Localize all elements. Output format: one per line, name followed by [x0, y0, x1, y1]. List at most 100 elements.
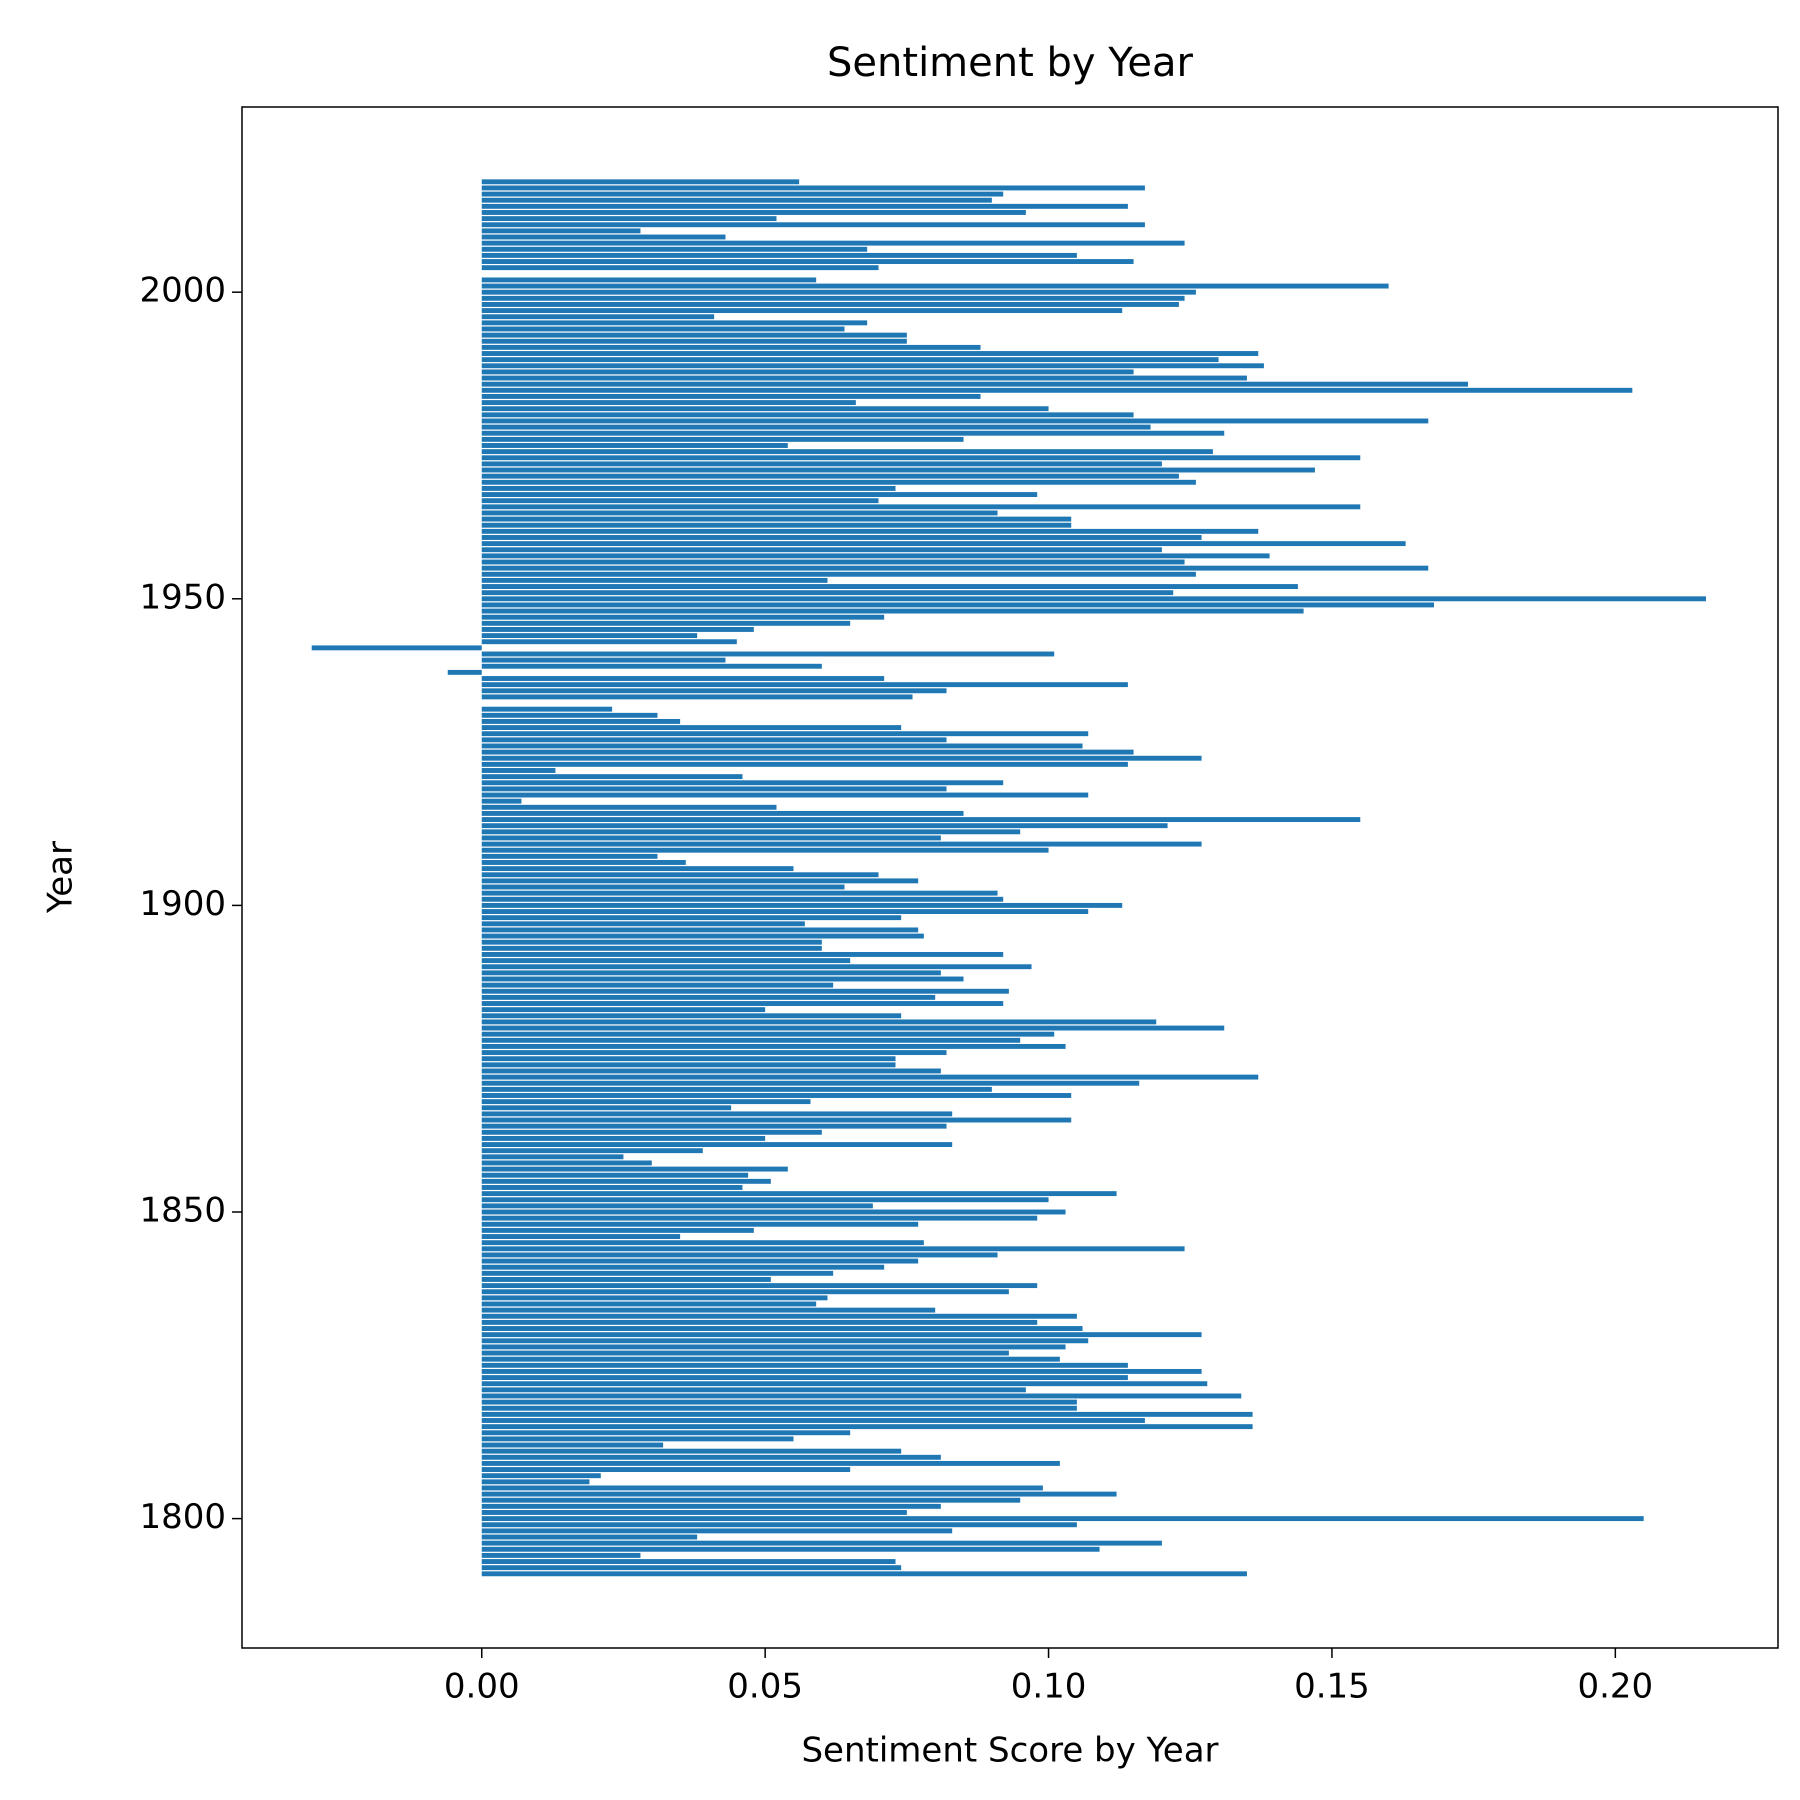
- bar: [481, 761, 1128, 767]
- bar: [481, 964, 1032, 970]
- bar: [481, 731, 1089, 737]
- bar: [481, 749, 1134, 755]
- bar: [481, 1571, 1247, 1577]
- x-axis-label: Sentiment Score by Year: [801, 1731, 1218, 1771]
- bar: [481, 473, 1179, 479]
- bar: [481, 326, 845, 332]
- bar: [481, 197, 992, 203]
- bar: [481, 1467, 851, 1473]
- bar: [481, 860, 686, 865]
- bar: [481, 504, 1361, 510]
- bar: [481, 982, 834, 988]
- y-tick-label: 1800: [139, 1497, 226, 1537]
- bar: [481, 1007, 766, 1013]
- plot-frame: [241, 106, 1779, 1649]
- bar: [481, 1534, 698, 1540]
- bar: [481, 1117, 1072, 1123]
- bar: [447, 669, 482, 675]
- bar: [481, 308, 1123, 314]
- bar: [481, 921, 805, 927]
- bar: [481, 1093, 1072, 1098]
- bar: [481, 443, 788, 448]
- y-tick-label: 1850: [139, 1191, 226, 1231]
- bar: [481, 185, 1145, 191]
- bar: [481, 952, 1004, 957]
- bar: [481, 1344, 1066, 1350]
- bar: [481, 1025, 1225, 1031]
- bar: [481, 780, 1004, 786]
- bar: [481, 522, 1072, 528]
- bar: [481, 547, 1162, 553]
- bar: [481, 332, 907, 338]
- bar: [481, 988, 1009, 994]
- bar: [481, 1313, 1077, 1319]
- bar: [481, 902, 1123, 908]
- bar: [481, 1559, 896, 1564]
- bar: [481, 627, 754, 632]
- bar: [481, 1424, 1253, 1430]
- bar: [481, 1350, 1009, 1356]
- bar: [481, 1258, 919, 1264]
- bar: [481, 743, 1083, 749]
- bar: [481, 222, 1145, 228]
- bar: [481, 1522, 1077, 1528]
- bar: [481, 755, 1202, 761]
- bar: [481, 1031, 1055, 1037]
- bar: [481, 1197, 1049, 1203]
- bar: [481, 663, 822, 669]
- bar: [481, 1037, 1021, 1043]
- bar: [481, 1019, 1157, 1025]
- bar: [481, 1411, 1253, 1417]
- bar: [481, 1418, 1145, 1423]
- bar: [481, 430, 1225, 436]
- bar: [481, 1436, 794, 1442]
- bar: [481, 1001, 1004, 1006]
- y-tick-label: 1900: [139, 884, 226, 924]
- bar: [481, 633, 698, 639]
- bar: [481, 252, 1077, 258]
- chart-title: Sentiment by Year: [827, 40, 1193, 86]
- bar: [481, 246, 868, 252]
- bar: [481, 179, 800, 185]
- y-tick-label: 2000: [139, 271, 226, 311]
- bar: [481, 535, 1202, 540]
- bar: [481, 418, 1429, 424]
- bar: [481, 1080, 1140, 1086]
- bar: [481, 872, 879, 878]
- bar: [481, 915, 902, 921]
- bar: [481, 1546, 1100, 1552]
- bar: [481, 1105, 732, 1111]
- bar: [481, 400, 856, 406]
- bar: [481, 1172, 749, 1178]
- bar: [481, 1430, 851, 1436]
- bar: [481, 1185, 743, 1190]
- bar: [481, 191, 1004, 197]
- bar: [481, 357, 1219, 363]
- bar: [481, 387, 1633, 393]
- bar: [481, 1448, 902, 1454]
- bar: [481, 1405, 1077, 1411]
- bar: [481, 565, 1429, 571]
- bar: [481, 841, 1202, 847]
- bar: [481, 614, 885, 620]
- bar: [481, 393, 981, 399]
- bar: [481, 1111, 953, 1117]
- x-tick-label: 0.00: [444, 1667, 520, 1707]
- bar: [481, 639, 737, 645]
- bar: [481, 406, 1049, 412]
- bar: [481, 682, 1128, 688]
- bar: [481, 1442, 664, 1448]
- bar: [481, 596, 1707, 602]
- bar: [481, 1301, 817, 1307]
- bar: [481, 792, 1089, 798]
- bar: [481, 553, 1270, 559]
- bar: [481, 1154, 624, 1160]
- bar: [481, 817, 1361, 823]
- bar: [481, 1460, 1060, 1466]
- bar: [481, 216, 777, 222]
- bar: [481, 363, 1264, 369]
- bar: [481, 1399, 1077, 1405]
- bar: [481, 203, 1128, 209]
- bar: [481, 1178, 771, 1184]
- bar: [481, 1148, 703, 1154]
